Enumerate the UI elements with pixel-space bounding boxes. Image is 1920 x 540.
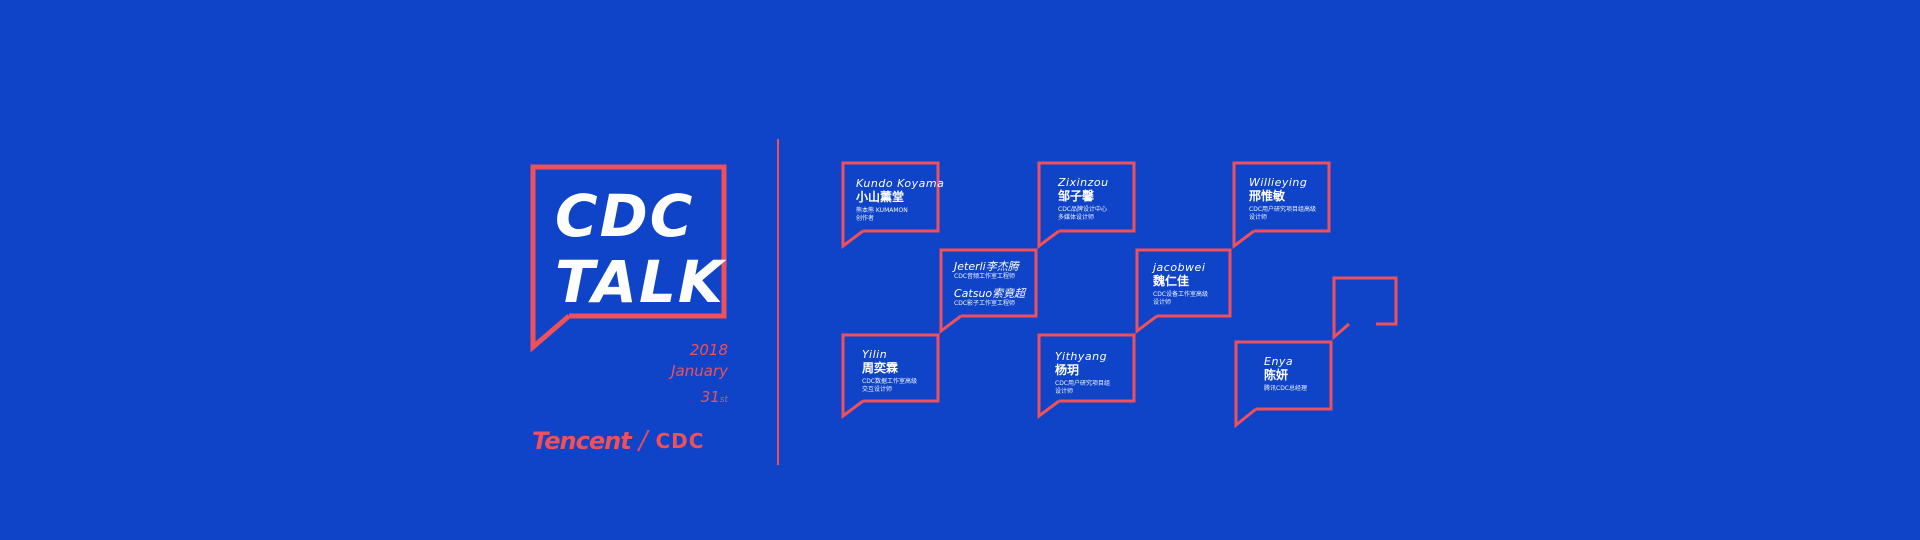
speaker-cn-name: 小山薰堂: [856, 190, 905, 204]
speaker-role: 腾讯CDC总经理: [1264, 385, 1307, 392]
speaker-en-name: Yithyang: [1055, 350, 1108, 363]
event-day: 31st: [701, 388, 728, 409]
bubble-zixinzou: [1037, 161, 1136, 249]
speaker-role: 创作者: [856, 215, 875, 222]
speaker-role: CDC数据工作室高级: [862, 378, 917, 385]
event-title-line1: CDC: [555, 182, 695, 250]
speaker-zixinzou: Zixinzou 邹子馨 CDC品牌设计中心 多媒体设计师: [1058, 176, 1109, 222]
speaker-jacobwei: jacobwei 魏仁佳 CDC设备工作室高级 设计师: [1153, 261, 1208, 307]
speaker-cn-name: 陈妍: [1264, 368, 1289, 382]
speaker-en-name: jacobwei: [1153, 261, 1206, 274]
event-month: January: [671, 362, 728, 380]
brand-logos: Tencent / CDC: [532, 426, 704, 456]
speaker-role: CDC音频工作室工程师: [954, 273, 1015, 280]
vertical-divider: [777, 139, 779, 465]
speaker-role: CDC用户研究项目组高级: [1249, 206, 1316, 213]
event-year: 2018: [689, 341, 728, 359]
speaker-cn-name: 周奕霖: [862, 361, 899, 375]
event-title-line2: TALK: [555, 248, 725, 316]
speaker-kundo: Kundo Koyama 小山薰堂 熊本熊 KUMAMON 创作者: [856, 177, 944, 223]
speaker-role: 设计师: [1153, 299, 1172, 306]
event-day-suffix: st: [719, 395, 728, 405]
speaker-role: CDC品牌设计中心: [1058, 206, 1107, 213]
bubble-willieying: [1232, 161, 1331, 249]
speaker-en-name: Willieying: [1249, 176, 1308, 189]
speaker-en-name: Zixinzou: [1058, 176, 1109, 189]
bubble-jeterli: [939, 248, 1038, 334]
bubble-enya: [1234, 340, 1333, 429]
speaker-role: 设计师: [1055, 388, 1074, 395]
event-title: CDC TALK: [555, 183, 725, 315]
bubble-kundo: [841, 161, 940, 249]
speaker-en-name: Kundo Koyama: [856, 177, 945, 190]
speaker-role: 设计师: [1249, 214, 1268, 221]
speaker-cn-name: 魏仁佳: [1153, 274, 1190, 288]
speaker-role: CDC设备工作室高级: [1153, 291, 1208, 298]
hero-bubble-frame: [530, 164, 727, 353]
speaker-role: 熊本熊 KUMAMON: [856, 207, 908, 214]
bubble-jacobwei: [1135, 248, 1232, 334]
tencent-logo: Tencent: [532, 427, 632, 455]
speaker-role: 多媒体设计师: [1058, 214, 1095, 221]
cdc-logo: CDC: [655, 429, 705, 453]
speaker-jeterli-catsuo: Jeterli李杰腾 CDC音频工作室工程师 Catsuo索竟超 CDC影子工作…: [954, 260, 1025, 308]
speaker-yithyang: Yithyang 杨玥 CDC用户研究项目组 设计师: [1055, 350, 1110, 396]
bubble-empty: [1332, 276, 1398, 341]
speaker-role: CDC影子工作室工程师: [954, 300, 1015, 307]
event-day-number: 31: [700, 388, 720, 406]
speaker-cn-name: 杨玥: [1055, 363, 1080, 377]
bubble-yilin: [841, 333, 940, 419]
speaker-cn-name: 邹子馨: [1058, 189, 1095, 203]
speaker-yilin: Yilin 周奕霖 CDC数据工作室高级 交互设计师: [862, 348, 917, 394]
speaker-name: Jeterli李杰腾: [954, 260, 1019, 273]
bubble-yithyang: [1037, 333, 1136, 419]
speaker-en-name: Enya: [1264, 355, 1294, 368]
speaker-role: 交互设计师: [862, 386, 893, 393]
speaker-role: CDC用户研究项目组: [1055, 380, 1110, 387]
speaker-willieying: Willieying 邢惟敏 CDC用户研究项目组高级 设计师: [1249, 176, 1316, 222]
logo-separator: /: [638, 426, 648, 456]
speaker-name: Catsuo索竟超: [954, 287, 1026, 300]
speaker-en-name: Yilin: [862, 348, 888, 361]
speaker-enya: Enya 陈妍 腾讯CDC总经理: [1264, 355, 1307, 393]
speaker-cn-name: 邢惟敏: [1249, 189, 1286, 203]
